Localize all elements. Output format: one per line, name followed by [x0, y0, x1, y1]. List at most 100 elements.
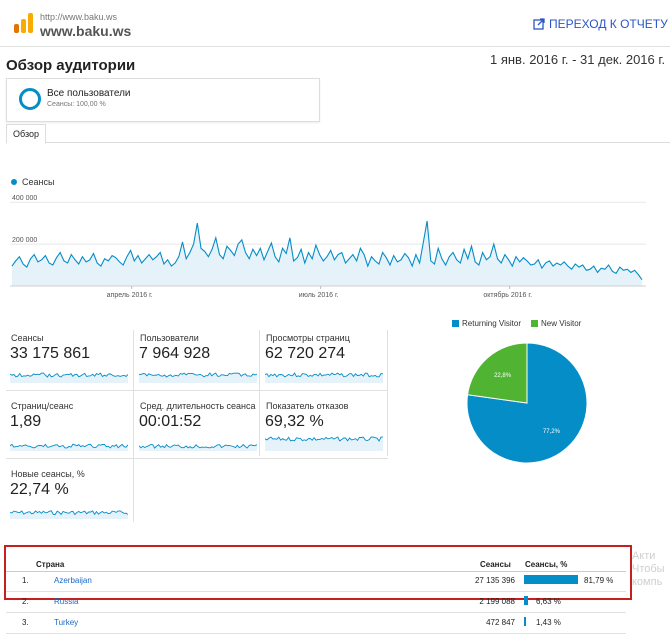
metric-pageviews: Просмотры страниц 62 720 274 [265, 333, 387, 389]
x-tick-label: апрель 2016 г. [107, 292, 153, 299]
report-link[interactable]: ПЕРЕХОД К ОТЧЕТУ [533, 17, 668, 31]
site-name: www.baku.ws [40, 23, 132, 39]
pie-slice-new[interactable] [467, 342, 528, 404]
metric-sessions: Сеансы 33 175 861 [10, 333, 132, 389]
analytics-logo-icon [14, 13, 33, 33]
segment-ring-icon [19, 88, 41, 110]
row-sessions: 472 847 [486, 618, 515, 627]
metric-label: Сред. длительность сеанса [140, 401, 256, 411]
sessions-line-chart: 400 000 200 000 апрель 2016 г. июль 2016 г.… [10, 195, 646, 299]
sessions-share-bar [524, 575, 578, 584]
sparkline-line [10, 443, 128, 449]
col-sessions[interactable]: Сеансы [480, 560, 511, 569]
metric-divider [259, 330, 260, 456]
row-sessions-pct: 1,43 % [536, 618, 561, 627]
watermark-line: Акти [632, 550, 656, 562]
metric-label: Новые сеансы, % [11, 469, 85, 479]
x-tick-label: октябрь 2016 г. [483, 291, 532, 299]
highlight-box [4, 545, 632, 600]
metric-value: 22,74 % [10, 481, 69, 498]
metric-value: 7 964 928 [139, 345, 211, 362]
metric-sparkline [139, 443, 257, 451]
report-link-label: ПЕРЕХОД К ОТЧЕТУ [549, 17, 668, 31]
metric-divider [387, 330, 388, 456]
series-line [11, 220, 643, 281]
sparkline-line [10, 510, 128, 516]
col-country[interactable]: Страна [36, 560, 65, 569]
metric-divider [6, 390, 388, 391]
pie-legend: Returning Visitor New Visitor [452, 319, 581, 328]
col-sessions-pct[interactable]: Сеансы, % [525, 560, 568, 569]
row-divider [6, 591, 626, 592]
sparkline-area [10, 510, 128, 519]
metric-value: 69,32 % [265, 413, 324, 430]
row-sessions: 2 199 088 [479, 597, 515, 606]
sparkline-line [139, 443, 257, 449]
metric-sparkline [265, 436, 383, 451]
series-legend-marker [11, 179, 17, 185]
legend-label: Returning Visitor [462, 319, 521, 328]
sparkline-area [10, 373, 128, 383]
row-index: 1. [22, 576, 29, 585]
metric-sparkline [10, 443, 128, 451]
metric-value: 33 175 861 [10, 345, 91, 362]
y-tick-label: 400 000 [12, 195, 37, 202]
series-area [12, 221, 642, 286]
sparkline-line [265, 372, 383, 378]
visitor-type-pie: 77,2% 22,8% [466, 342, 588, 464]
country-link[interactable]: Azerbaijan [54, 576, 92, 585]
row-sessions-pct: 6,63 % [536, 597, 561, 606]
metric-value: 00:01:52 [139, 413, 202, 430]
table-header-divider [6, 571, 626, 572]
watermark-line: компь [632, 576, 663, 588]
tabs-divider [6, 142, 670, 143]
row-index: 3. [22, 618, 29, 627]
metric-sparkline [10, 372, 128, 383]
metric-value: 1,89 [10, 413, 42, 430]
metric-label: Просмотры страниц [266, 333, 350, 343]
metric-label: Показатель отказов [266, 401, 349, 411]
metric-pages-per-session: Страниц/сеанс 1,89 [10, 401, 132, 457]
country-link[interactable]: Turkey [54, 618, 79, 627]
top-bar [0, 0, 670, 47]
metric-label: Страниц/сеанс [11, 401, 74, 411]
returning-swatch [452, 320, 459, 328]
country-link[interactable]: Russia [54, 597, 79, 606]
row-sessions: 27 135 396 [474, 576, 515, 585]
tab-overview[interactable]: Обзор [6, 124, 46, 144]
metric-sparkline [10, 510, 128, 519]
activation-watermark: Акти Чтобы компь [632, 550, 665, 589]
metric-label: Сеансы [11, 333, 44, 343]
new-swatch [531, 320, 538, 328]
sparkline-line [10, 372, 128, 378]
row-sessions-pct: 81,79 % [584, 576, 614, 585]
segment-card[interactable]: Все пользователи Сеансы: 100,00 % [6, 78, 320, 122]
pie-legend-returning[interactable]: Returning Visitor [452, 319, 521, 328]
metric-sparkline [139, 372, 257, 383]
sessions-share-bar [524, 596, 529, 605]
metric-new-sessions-pct: Новые сеансы, % 22,74 % [10, 469, 132, 525]
row-divider [6, 612, 626, 613]
watermark-line: Чтобы [632, 563, 665, 575]
metric-users: Пользователи 7 964 928 [139, 333, 261, 389]
x-tick-label: июль 2016 г. [299, 292, 339, 299]
row-index: 2. [22, 597, 29, 606]
segment-name: Все пользователи [47, 88, 131, 99]
sparkline-area [265, 373, 383, 383]
sparkline-line [265, 436, 383, 442]
metric-divider [133, 330, 134, 522]
y-tick-label: 200 000 [12, 237, 37, 244]
sessions-share-bar [524, 617, 526, 626]
site-url: http://www.baku.ws [40, 12, 118, 22]
pie-legend-new[interactable]: New Visitor [531, 319, 581, 328]
pie-slice-label: 22,8% [494, 373, 512, 379]
legend-label: New Visitor [541, 319, 582, 328]
date-range-picker[interactable]: 1 янв. 2016 г. - 31 дек. 2016 г. [490, 52, 666, 67]
series-legend-label: Сеансы [22, 177, 55, 187]
metric-bounce-rate: Показатель отказов 69,32 % [265, 401, 387, 457]
sparkline-area [265, 437, 383, 451]
metric-divider [6, 458, 388, 459]
sparkline-line [139, 372, 257, 378]
segment-sessions: Сеансы: 100,00 % [47, 101, 106, 108]
metric-label: Пользователи [140, 333, 199, 343]
